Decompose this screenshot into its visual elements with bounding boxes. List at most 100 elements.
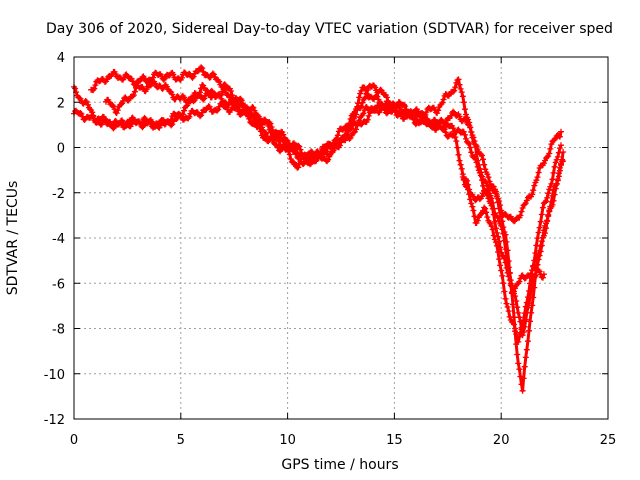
data-point-marker (168, 122, 175, 129)
data-point-marker (542, 199, 548, 206)
data-point-marker (488, 223, 495, 230)
data-point-marker (130, 92, 137, 99)
data-point-marker (538, 238, 545, 245)
data-point-marker (268, 124, 275, 130)
data-point-marker (479, 152, 485, 159)
y-tick-label: 4 (57, 51, 65, 66)
data-point-marker (83, 98, 90, 105)
data-point-marker (159, 85, 166, 92)
data-point-marker (362, 94, 369, 101)
data-point-marker (502, 295, 509, 302)
data-point-marker (287, 156, 294, 162)
data-point-marker (518, 381, 525, 388)
data-point-marker (529, 302, 536, 309)
data-point-marker (482, 178, 489, 185)
data-point-marker (546, 150, 553, 157)
data-point-marker (553, 156, 560, 163)
data-point-marker (507, 280, 514, 287)
data-point-marker (439, 99, 446, 106)
data-point-marker (441, 126, 448, 133)
data-point-marker (526, 327, 532, 334)
data-point-marker (500, 280, 507, 287)
data-point-marker (272, 141, 279, 148)
data-point-marker (540, 232, 547, 239)
data-point-marker (501, 288, 508, 295)
data-point-marker (170, 71, 177, 78)
data-point-marker (521, 363, 528, 370)
data-point-marker (481, 204, 488, 211)
data-point-marker (228, 88, 234, 94)
data-point-marker (454, 144, 461, 151)
data-point-marker (491, 236, 498, 243)
data-point-marker (448, 112, 454, 119)
data-point-marker (531, 284, 538, 291)
data-point-marker (538, 211, 545, 218)
data-point-marker (524, 294, 531, 301)
data-point-marker (481, 161, 488, 168)
data-point-marker (517, 212, 524, 219)
data-point-marker (78, 110, 85, 117)
y-tick-label: -12 (44, 413, 65, 428)
data-point-marker (503, 300, 510, 307)
data-point-marker (343, 131, 350, 138)
data-point-marker (181, 94, 187, 101)
data-point-marker (453, 138, 460, 145)
data-point-marker (100, 114, 107, 120)
data-point-marker (534, 254, 541, 261)
data-point-marker (521, 201, 528, 208)
data-point-marker (487, 192, 494, 199)
data-point-marker (471, 138, 478, 144)
data-point-marker (516, 278, 523, 285)
data-point-marker (558, 160, 564, 167)
data-point-marker (351, 108, 358, 115)
data-point-marker (345, 123, 352, 130)
data-point-marker (491, 218, 498, 225)
x-tick-label: 20 (493, 433, 510, 448)
data-point-marker (556, 164, 563, 171)
data-point-marker (523, 197, 530, 204)
data-point-marker (540, 271, 547, 278)
data-point-marker (89, 109, 96, 116)
data-point-marker (457, 85, 464, 92)
y-tick-label: -4 (52, 232, 65, 247)
data-point-marker (238, 97, 245, 104)
data-point-marker (150, 124, 156, 131)
series-track-2 (71, 81, 547, 296)
data-point-marker (521, 310, 528, 317)
data-point-marker (529, 267, 536, 274)
data-point-marker (190, 73, 197, 80)
data-point-marker (505, 308, 512, 315)
data-point-marker (504, 247, 511, 254)
data-point-marker (336, 138, 343, 145)
data-point-marker (537, 218, 544, 225)
data-point-marker (493, 229, 500, 236)
data-point-marker (470, 134, 477, 141)
data-point-marker (347, 116, 354, 122)
data-point-marker (454, 77, 461, 84)
data-point-marker (543, 198, 550, 204)
data-point-marker (375, 96, 382, 103)
data-point-marker (291, 159, 297, 166)
data-point-marker (548, 198, 555, 205)
x-axis-label: GPS time / hours (281, 457, 398, 473)
data-point-marker (499, 272, 506, 279)
y-tick-label: -10 (44, 368, 65, 383)
data-point-marker (527, 318, 533, 325)
x-tick-label: 15 (386, 433, 403, 448)
data-point-marker (295, 142, 302, 149)
data-point-marker (535, 229, 542, 236)
data-point-marker (401, 101, 407, 108)
data-point-marker (508, 290, 515, 297)
x-tick-label: 10 (279, 433, 296, 448)
data-point-marker (458, 89, 465, 96)
series-line (461, 151, 565, 393)
data-point-marker (479, 193, 485, 200)
data-point-marker (87, 106, 93, 113)
data-point-marker (198, 112, 205, 119)
data-point-marker (412, 113, 419, 120)
data-point-marker (199, 81, 206, 88)
data-point-marker (452, 84, 459, 91)
y-tick-label: -6 (52, 277, 65, 292)
data-point-marker (529, 191, 536, 198)
data-point-marker (493, 191, 500, 198)
